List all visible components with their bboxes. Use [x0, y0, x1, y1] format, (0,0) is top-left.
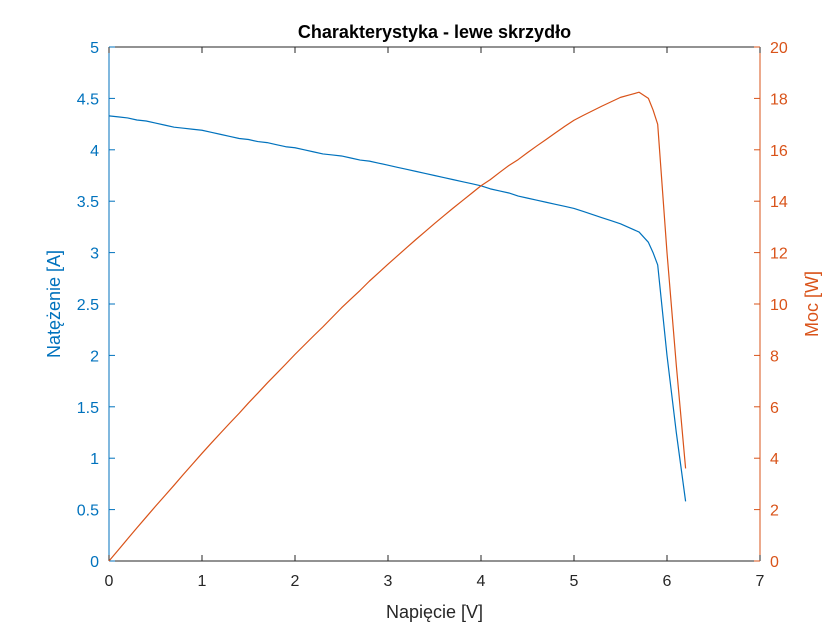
x-tick-label: 7	[756, 573, 765, 590]
y-left-tick-label: 4	[90, 143, 99, 160]
y-left-tick-label: 2.5	[77, 297, 99, 314]
y-right-tick-label: 12	[770, 246, 788, 263]
y-right-tick-label: 4	[770, 451, 779, 468]
y-axis-left-title: Natężenie [A]	[44, 250, 64, 358]
y-right-tick-label: 0	[770, 554, 779, 571]
y-right-tick-label: 14	[770, 194, 788, 211]
y-right-tick-label: 8	[770, 348, 779, 365]
y-right-tick-label: 6	[770, 400, 779, 417]
x-tick-label: 5	[570, 573, 579, 590]
power-series-line	[108, 91, 687, 562]
chart-title: Charakterystyka - lewe skrzydło	[298, 22, 571, 42]
current-series-line	[108, 115, 687, 502]
y-axis-right-title: Moc [W]	[802, 271, 822, 337]
y-left-tick-label: 3	[90, 246, 99, 263]
y-left-tick-label: 1.5	[77, 400, 99, 417]
y-left-tick-label: 0	[90, 554, 99, 571]
y-right-tick-label: 18	[770, 91, 788, 108]
y-right-tick-label: 20	[770, 40, 788, 57]
y-left-tick-label: 4.5	[77, 91, 99, 108]
y-right-tick-label: 2	[770, 503, 779, 520]
y-right-tick-label: 16	[770, 143, 788, 160]
y-left-tick-label: 1	[90, 451, 99, 468]
plot-area	[109, 47, 760, 561]
x-axis-title: Napięcie [V]	[386, 602, 483, 622]
x-tick-label: 2	[291, 573, 300, 590]
y-left-tick-label: 5	[90, 40, 99, 57]
x-tick-label: 3	[384, 573, 393, 590]
y-left-tick-label: 0.5	[77, 503, 99, 520]
x-tick-label: 4	[477, 573, 486, 590]
x-tick-label: 1	[198, 573, 207, 590]
y-left-tick-label: 3.5	[77, 194, 99, 211]
y-left-tick-label: 2	[90, 348, 99, 365]
x-tick-label: 0	[105, 573, 114, 590]
y-right-tick-label: 10	[770, 297, 788, 314]
x-tick-label: 6	[663, 573, 672, 590]
